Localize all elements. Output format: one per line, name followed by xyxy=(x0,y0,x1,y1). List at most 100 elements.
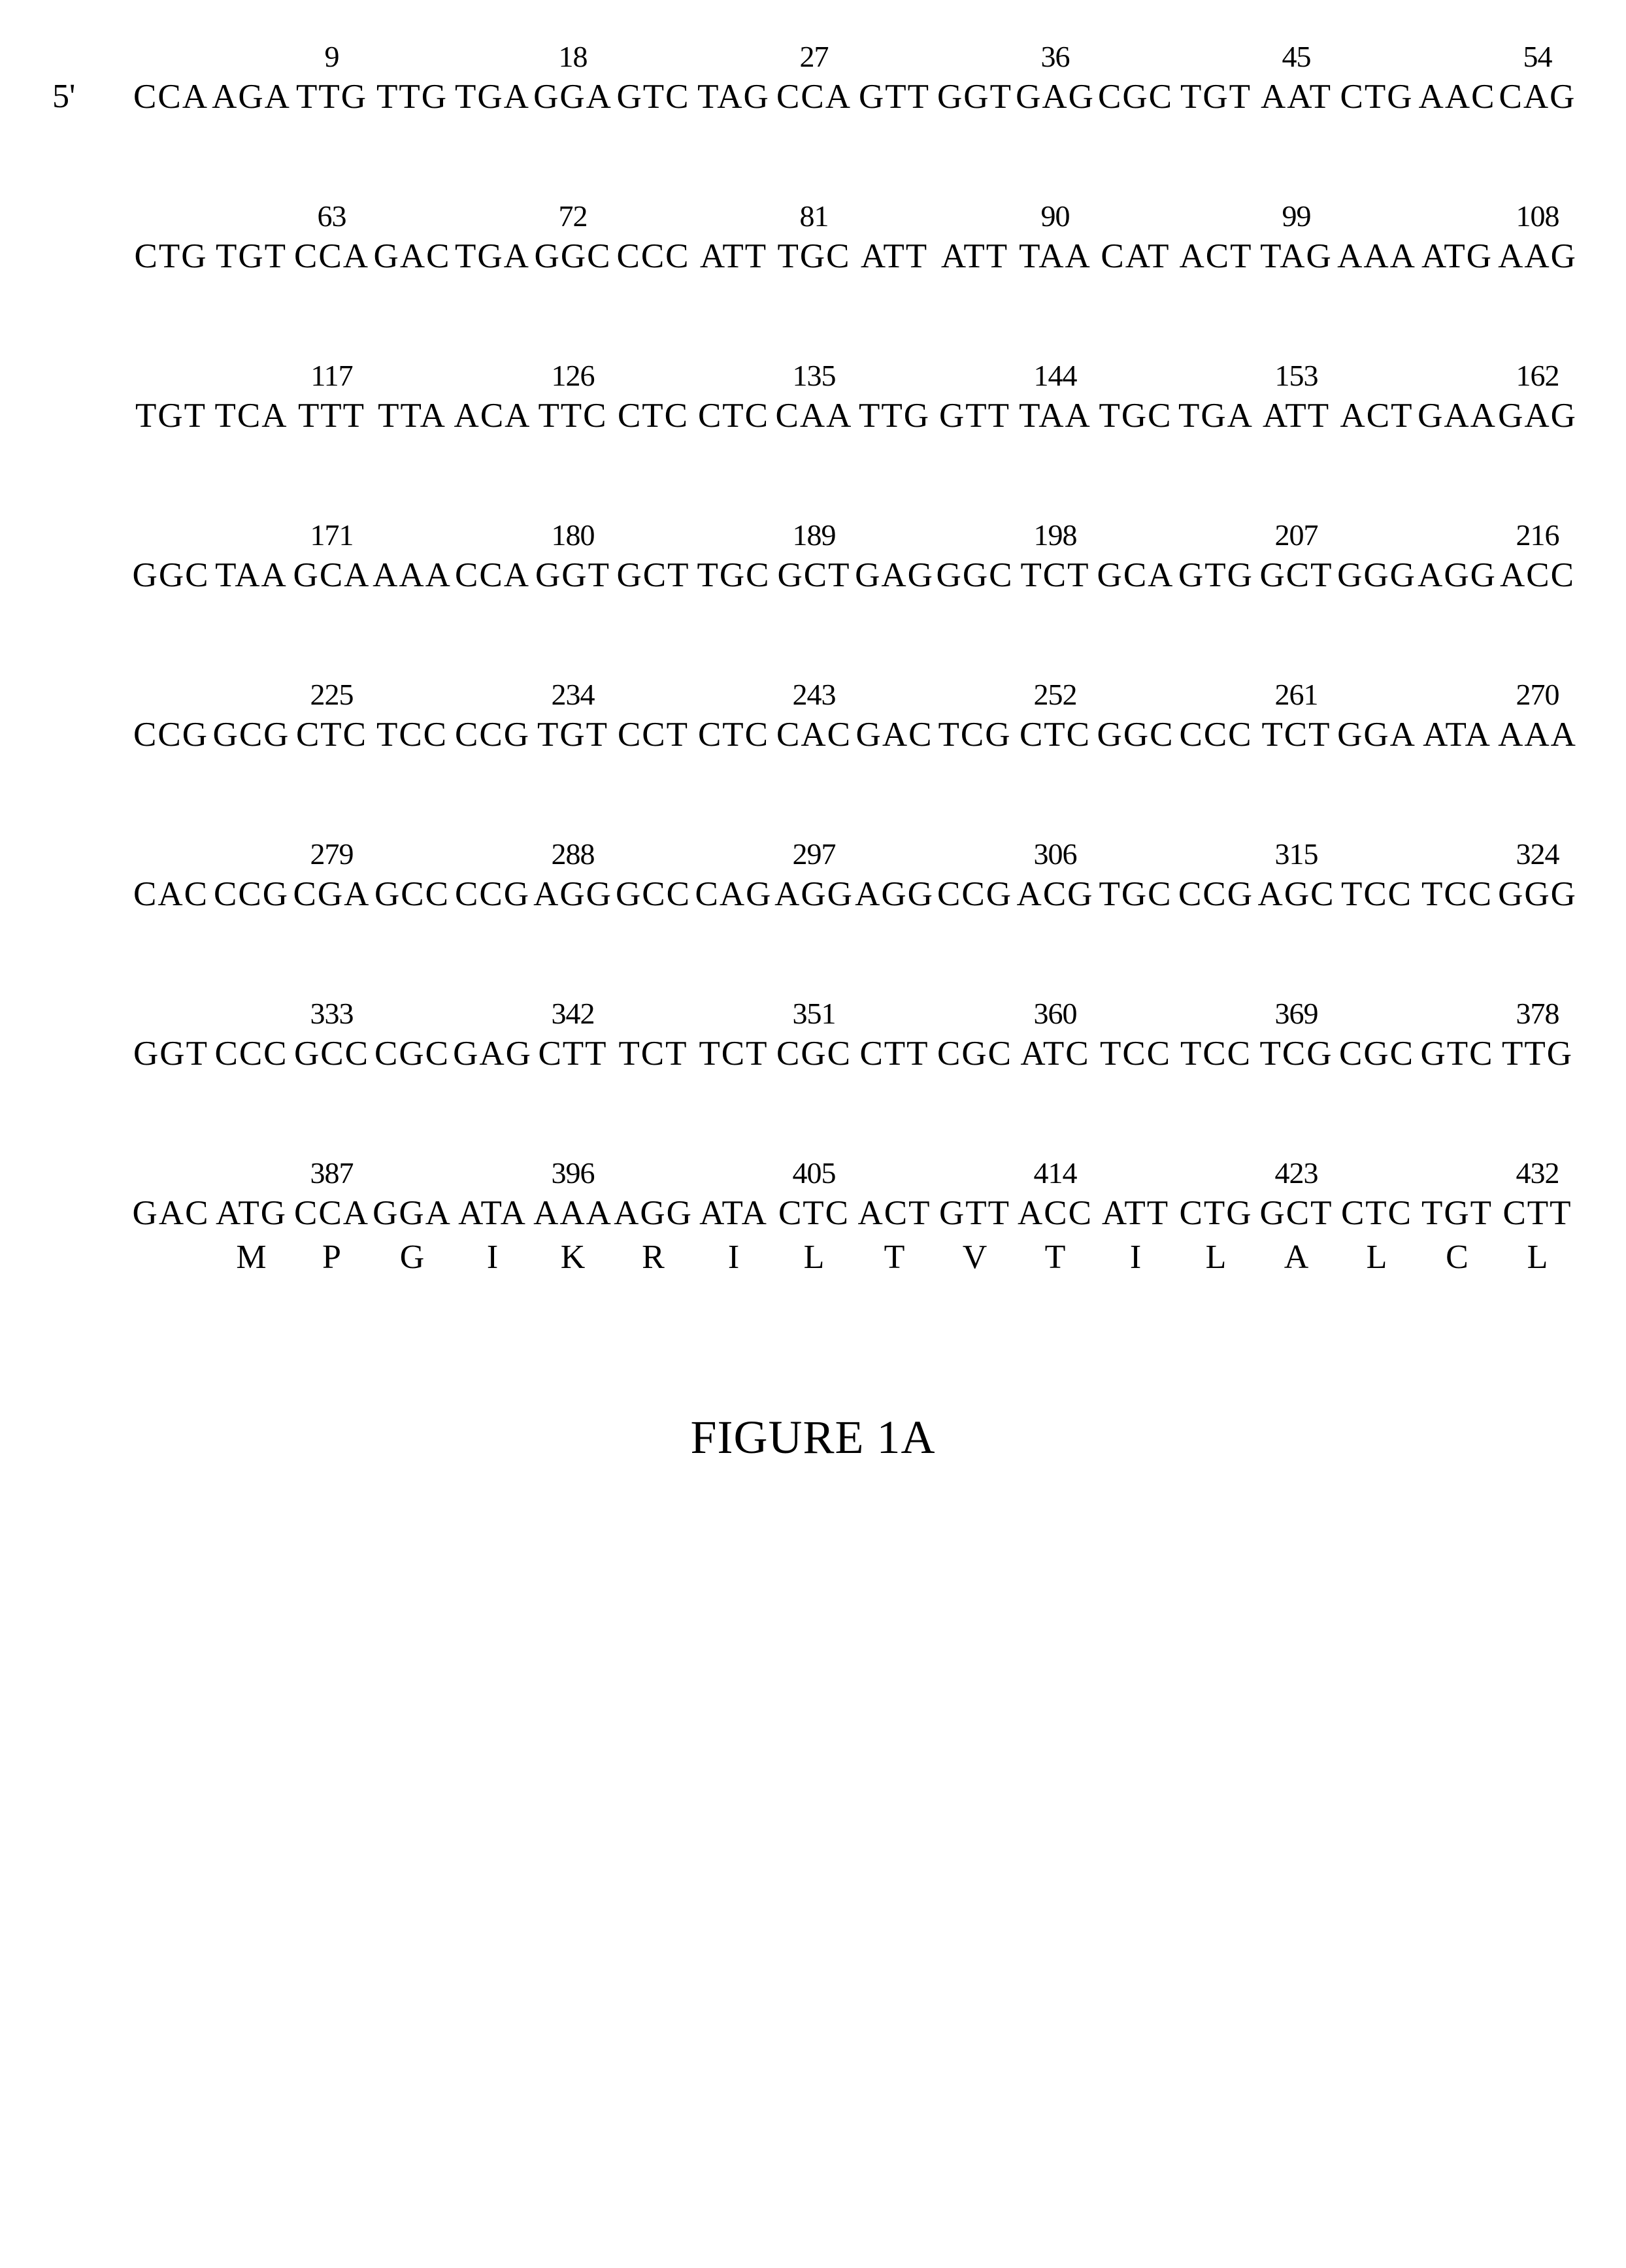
codon-cell: CTG xyxy=(1336,77,1417,122)
codon-cell: TGT xyxy=(533,715,613,759)
position-cell xyxy=(613,518,693,556)
position-cell xyxy=(1336,518,1417,556)
codon-cell: CAT xyxy=(1095,237,1176,281)
amino-acid-cell: C xyxy=(1417,1238,1497,1280)
codon-cell: CTT xyxy=(1497,1193,1578,1238)
codon-cell: AAA xyxy=(533,1193,613,1238)
position-cell xyxy=(1095,837,1176,875)
position-row: 387396405414423432 xyxy=(52,1156,1574,1193)
position-cell xyxy=(693,837,774,875)
position-cell xyxy=(211,39,291,77)
position-cell: 63 xyxy=(291,199,372,237)
codon-cell: AAA xyxy=(372,556,452,600)
codon-row: CACCCGCGAGCCCCGAGGGCCCAGAGGAGGCCGACGTGCC… xyxy=(52,875,1574,919)
position-row: 279288297306315324 xyxy=(52,837,1574,875)
position-cell: 81 xyxy=(774,199,854,237)
position-cell xyxy=(1176,1156,1256,1193)
codon-row: GGCTAAGCAAAACCAGGTGCTTGCGCTGAGGGCTCTGCAG… xyxy=(52,556,1574,600)
position-cell xyxy=(1176,199,1256,237)
codon-cell: ATA xyxy=(452,1193,533,1238)
codon-cell: CGC xyxy=(935,1034,1015,1078)
position-cell xyxy=(131,518,211,556)
codon-cell: TAA xyxy=(1015,237,1095,281)
position-cell: 90 xyxy=(1015,199,1095,237)
position-cell xyxy=(372,677,452,715)
position-cell xyxy=(935,518,1015,556)
position-row: 91827364554 xyxy=(52,39,1574,77)
codon-cell: GCA xyxy=(1095,556,1176,600)
position-cell: 369 xyxy=(1256,996,1336,1034)
codon-cell: TCG xyxy=(935,715,1015,759)
position-cell xyxy=(372,1156,452,1193)
codon-cell: TCT xyxy=(693,1034,774,1078)
position-row: 117126135144153162 xyxy=(52,358,1574,396)
codon-cell: GTT xyxy=(935,1193,1015,1238)
amino-acid-cell xyxy=(131,1238,211,1280)
codon-cell: TGC xyxy=(1095,396,1176,441)
codon-cell: ATA xyxy=(1417,715,1497,759)
position-cell: 387 xyxy=(291,1156,372,1193)
position-cell xyxy=(131,199,211,237)
position-cell: 45 xyxy=(1256,39,1336,77)
position-cell xyxy=(854,1156,935,1193)
codon-cell: CTC xyxy=(693,396,774,441)
codon-cell: TGT xyxy=(1417,1193,1497,1238)
row-prefix xyxy=(52,1156,131,1193)
codon-cell: GCA xyxy=(291,556,372,600)
row-prefix xyxy=(52,1034,131,1078)
codon-cell: GAC xyxy=(372,237,452,281)
position-cell xyxy=(854,518,935,556)
codon-cell: TTG xyxy=(1497,1034,1578,1078)
codon-cell: ATG xyxy=(211,1193,291,1238)
codon-cell: AGG xyxy=(533,875,613,919)
position-cell: 207 xyxy=(1256,518,1336,556)
position-cell: 180 xyxy=(533,518,613,556)
codon-cell: TCC xyxy=(1417,875,1497,919)
position-cell xyxy=(693,358,774,396)
position-cell xyxy=(693,996,774,1034)
position-cell xyxy=(372,39,452,77)
position-cell: 315 xyxy=(1256,837,1336,875)
position-cell xyxy=(372,837,452,875)
position-cell: 324 xyxy=(1497,837,1578,875)
codon-cell: CCA xyxy=(774,77,854,122)
position-cell xyxy=(1336,677,1417,715)
position-cell xyxy=(131,39,211,77)
position-cell xyxy=(1336,837,1417,875)
amino-acid-cell: V xyxy=(935,1238,1015,1280)
codon-cell: ATT xyxy=(1095,1193,1176,1238)
position-cell: 171 xyxy=(291,518,372,556)
codon-cell: ACG xyxy=(1015,875,1095,919)
codon-cell: AAA xyxy=(1497,715,1578,759)
position-cell xyxy=(1095,677,1176,715)
position-cell xyxy=(613,39,693,77)
position-cell xyxy=(1417,358,1497,396)
amino-acid-cell: L xyxy=(1497,1238,1578,1280)
position-cell: 351 xyxy=(774,996,854,1034)
codon-cell: TAG xyxy=(1256,237,1336,281)
position-cell xyxy=(854,358,935,396)
amino-acid-cell: R xyxy=(613,1238,693,1280)
codon-cell: ACT xyxy=(1336,396,1417,441)
position-cell: 72 xyxy=(533,199,613,237)
figure-caption: FIGURE 1A xyxy=(52,1410,1574,1465)
codon-cell: TAA xyxy=(1015,396,1095,441)
row-prefix xyxy=(52,715,131,759)
codon-cell: GGA xyxy=(533,77,613,122)
codon-cell: ACA xyxy=(452,396,533,441)
position-cell xyxy=(131,1156,211,1193)
row-prefix xyxy=(52,837,131,875)
position-cell xyxy=(452,358,533,396)
position-cell xyxy=(613,837,693,875)
codon-row: TGTTCATTTTTAACATTCCTCCTCCAATTGGTTTAATGCT… xyxy=(52,396,1574,441)
codon-cell: CTC xyxy=(1336,1193,1417,1238)
codon-cell: GCG xyxy=(211,715,291,759)
codon-cell: ATT xyxy=(1256,396,1336,441)
sequence-block: 333342351360369378GGTCCCGCCCGCGAGCTTTCTT… xyxy=(52,996,1574,1078)
codon-cell: CGC xyxy=(372,1034,452,1078)
row-prefix: 5' xyxy=(52,77,131,122)
codon-cell: TCC xyxy=(1095,1034,1176,1078)
position-cell xyxy=(613,199,693,237)
position-cell: 252 xyxy=(1015,677,1095,715)
codon-cell: TGA xyxy=(452,237,533,281)
